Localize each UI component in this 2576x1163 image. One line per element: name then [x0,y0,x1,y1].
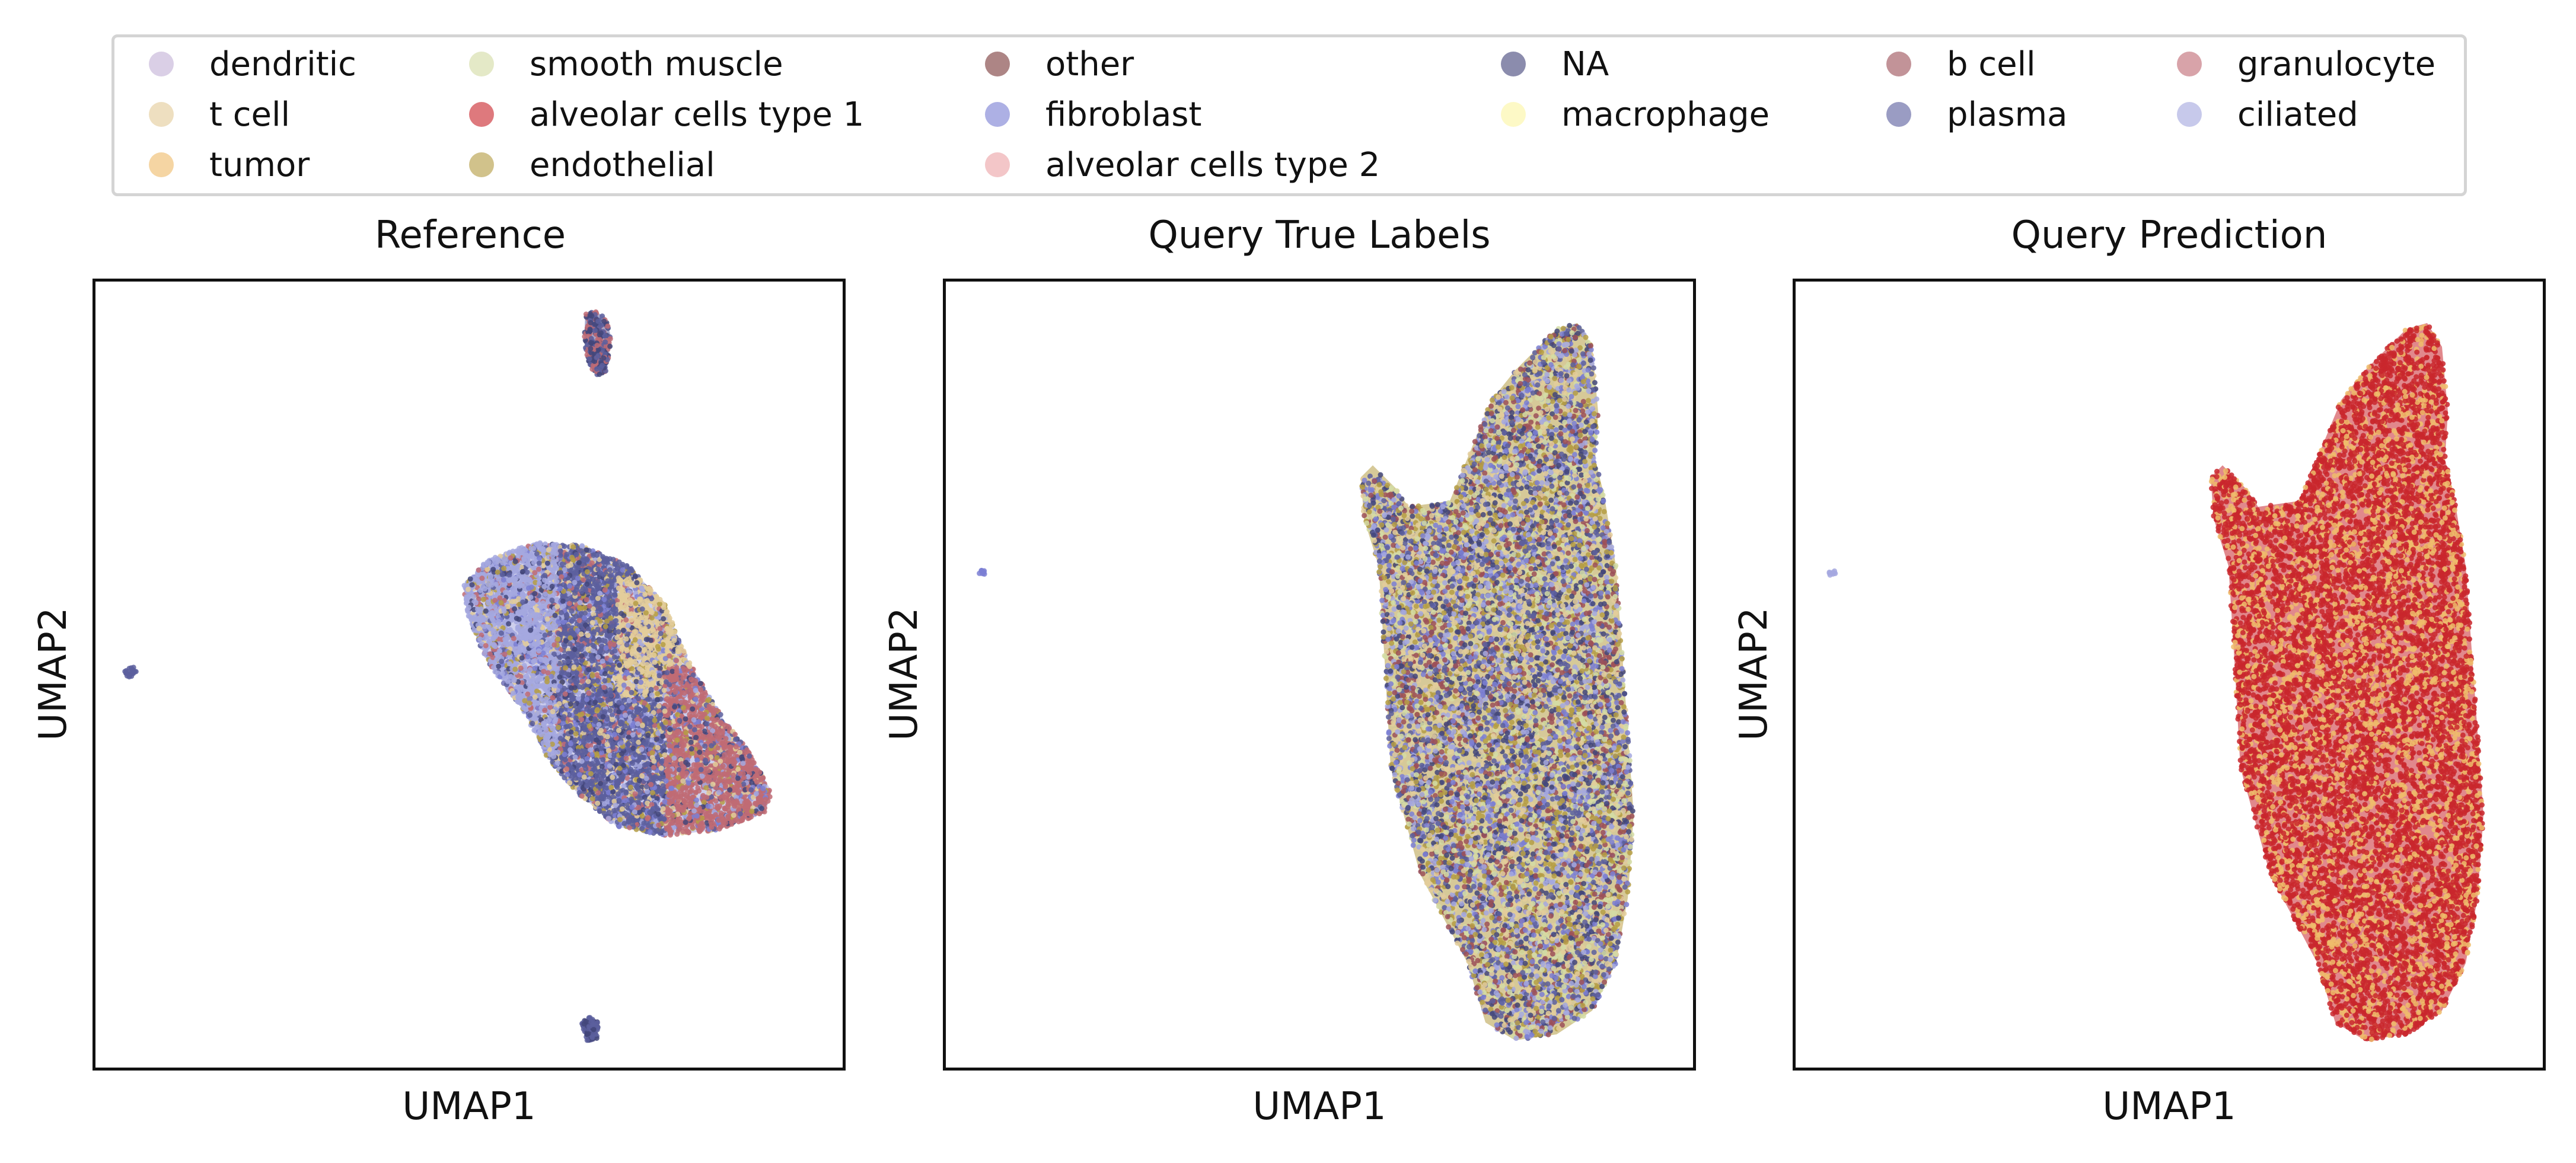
scatter-point [591,611,597,617]
scatter-point [591,686,597,692]
panel-title-reference: Reference [94,213,847,257]
legend-item-alveolar-cells-type-2: alveolar cells type 2 [985,146,1380,184]
legend-box: dendritic t cell tumor smooth muscle alveola… [111,34,2467,196]
legend-label-dendritic: dendritic [209,45,356,84]
legend-label-plasma: plasma [1947,95,2067,134]
legend-marker-smooth-muscle [469,52,494,76]
legend-item-plasma: plasma [1886,95,2067,134]
legend-label-other: other [1045,45,1134,84]
legend-item-b-cell: b cell [1886,45,2036,84]
legend-label-granulocyte: granulocyte [2237,45,2435,84]
legend-item-granulocyte: granulocyte [2177,45,2435,84]
legend-label-endothelial: endothelial [530,146,715,184]
legend-marker-alveolar-cells-type-1 [469,102,494,127]
legend-label-ciliated: ciliated [2237,95,2358,134]
legend-label-b-cell: b cell [1947,45,2036,84]
legend-item-tumor: tumor [149,146,310,184]
plot-area-reference [93,279,846,1071]
legend-marker-alveolar-cells-type-2 [985,152,1010,177]
legend-label-fibroblast: fibroblast [1045,95,1201,134]
legend-label-na: NA [1561,45,1609,84]
legend-marker-plasma [1886,102,1911,127]
legend-item-macrophage: macrophage [1501,95,1770,134]
legend-label-smooth-muscle: smooth muscle [530,45,783,84]
legend-label-tumor: tumor [209,146,310,184]
legend-label-macrophage: macrophage [1561,95,1770,134]
legend-item-endothelial: endothelial [469,146,715,184]
legend-item-t-cell: t cell [149,95,290,134]
legend-label-alveolar-cells-type-2: alveolar cells type 2 [1045,146,1380,184]
panel-title-query-true-labels: Query True Labels [943,213,1696,257]
legend-label-alveolar-cells-type-1: alveolar cells type 1 [530,95,864,134]
legend-label-t-cell: t cell [209,95,290,134]
scatter-point [624,775,630,781]
legend-marker-na [1501,52,1526,76]
legend-item-ciliated: ciliated [2177,95,2358,134]
cluster-main [461,540,773,838]
legend-item-dendritic: dendritic [149,45,356,84]
legend-marker-b-cell [1886,52,1911,76]
legend-marker-endothelial [469,152,494,177]
legend-marker-ciliated [2177,102,2202,127]
legend-item-alveolar-cells-type-1: alveolar cells type 1 [469,95,864,134]
legend-item-na: NA [1501,45,1609,84]
scatter-point [467,576,473,582]
legend-item-smooth-muscle: smooth muscle [469,45,783,84]
legend-marker-other [985,52,1010,76]
legend-marker-fibroblast [985,102,1010,127]
legend-item-other: other [985,45,1134,84]
legend-item-fibroblast: fibroblast [985,95,1201,134]
panel-title-query-prediction: Query Prediction [1793,213,2546,257]
legend-marker-tumor [149,152,174,177]
legend-marker-t-cell [149,102,174,127]
scatter-point [607,763,613,769]
legend-marker-granulocyte [2177,52,2202,76]
legend-marker-macrophage [1501,102,1526,127]
scatter-svg-0 [122,309,773,1043]
scatter-point [609,712,615,718]
legend-marker-dendritic [149,52,174,76]
